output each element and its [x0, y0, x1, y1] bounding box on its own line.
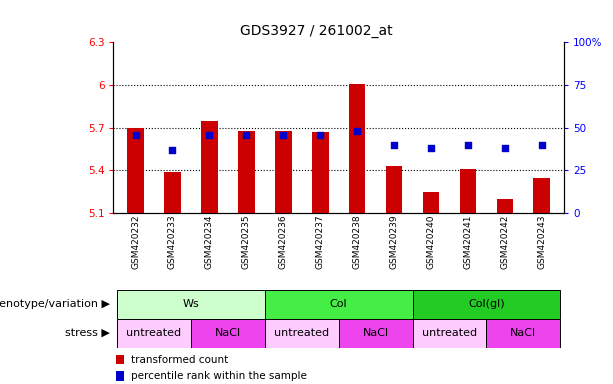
- Text: genotype/variation ▶: genotype/variation ▶: [0, 299, 110, 310]
- Point: [131, 131, 140, 137]
- Point: [389, 142, 399, 148]
- Text: percentile rank within the sample: percentile rank within the sample: [131, 371, 307, 381]
- Text: NaCl: NaCl: [510, 328, 536, 338]
- Point: [315, 131, 325, 137]
- Text: Ws: Ws: [183, 299, 199, 310]
- Bar: [201, 121, 218, 213]
- Bar: [265, 290, 413, 319]
- Point: [352, 128, 362, 134]
- Bar: [349, 84, 365, 213]
- Point: [500, 145, 510, 151]
- Text: stress ▶: stress ▶: [66, 328, 110, 338]
- Text: untreated: untreated: [422, 328, 477, 338]
- Bar: [116, 355, 124, 364]
- Bar: [128, 127, 144, 213]
- Bar: [116, 371, 124, 381]
- Bar: [533, 177, 550, 213]
- Bar: [191, 319, 265, 348]
- Text: NaCl: NaCl: [362, 328, 389, 338]
- Text: transformed count: transformed count: [131, 354, 228, 364]
- Bar: [486, 319, 560, 348]
- Bar: [312, 132, 329, 213]
- Bar: [413, 290, 560, 319]
- Point: [242, 131, 251, 137]
- Text: untreated: untreated: [274, 328, 329, 338]
- Bar: [413, 319, 486, 348]
- Point: [278, 131, 288, 137]
- Text: Col(gl): Col(gl): [468, 299, 504, 310]
- Bar: [423, 192, 440, 213]
- Point: [426, 145, 436, 151]
- Point: [537, 142, 547, 148]
- Bar: [117, 319, 191, 348]
- Point: [463, 142, 473, 148]
- Bar: [238, 131, 254, 213]
- Text: NaCl: NaCl: [215, 328, 241, 338]
- Bar: [460, 169, 476, 213]
- Bar: [117, 290, 265, 319]
- Bar: [275, 131, 292, 213]
- Bar: [164, 172, 181, 213]
- Text: Col: Col: [330, 299, 348, 310]
- Bar: [497, 199, 513, 213]
- Text: GDS3927 / 261002_at: GDS3927 / 261002_at: [240, 25, 392, 38]
- Bar: [339, 319, 413, 348]
- Bar: [265, 319, 339, 348]
- Point: [167, 147, 177, 153]
- Text: untreated: untreated: [126, 328, 181, 338]
- Point: [205, 131, 215, 137]
- Bar: [386, 166, 402, 213]
